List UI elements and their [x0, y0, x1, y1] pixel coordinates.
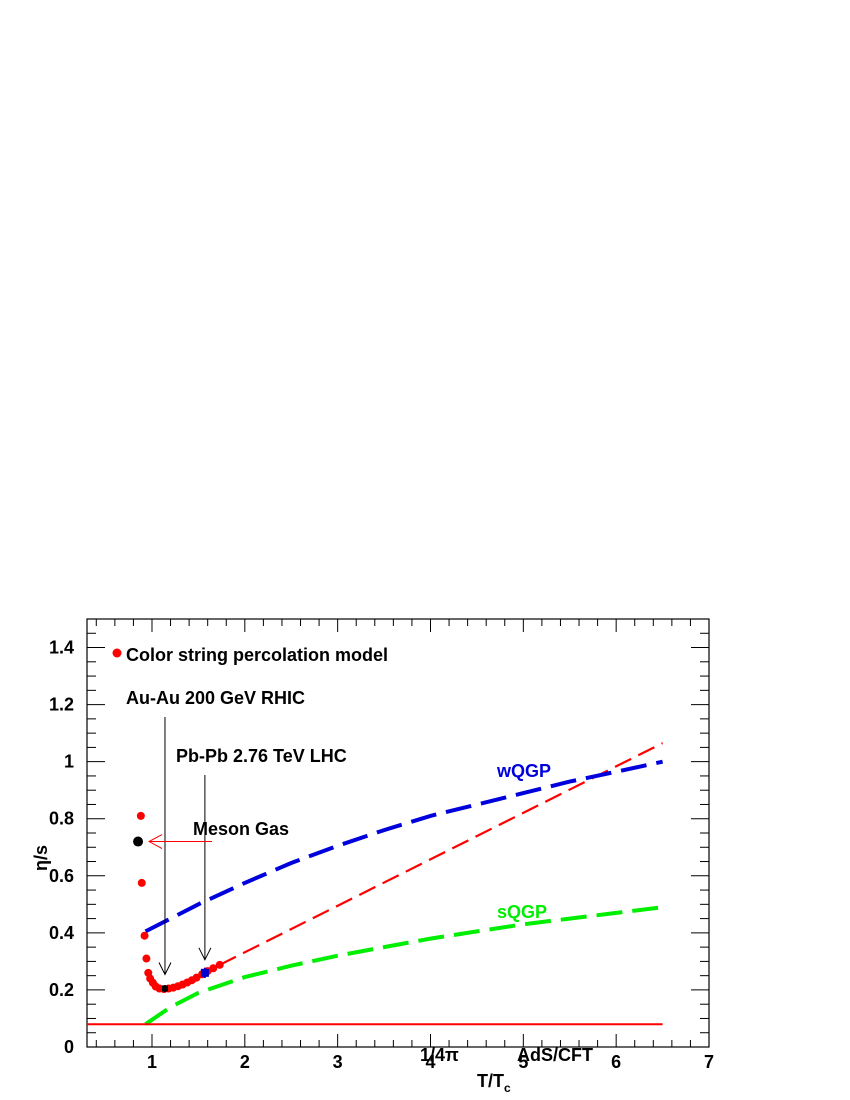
legend-marker: [112, 648, 122, 658]
percolation-point: [137, 878, 146, 887]
percolation-point: [209, 964, 218, 973]
y-tick-label: 0: [64, 1037, 74, 1057]
y-tick-label: 1.2: [49, 695, 74, 715]
rhic-annotation: Au-Au 200 GeV RHIC: [126, 688, 305, 708]
x-tick-label: 6: [611, 1052, 621, 1072]
percolation-point: [136, 811, 145, 820]
meson-arrowhead: [148, 834, 163, 850]
lhc-arrowhead: [198, 947, 212, 961]
y-tick-label: 1.4: [49, 638, 74, 658]
y-tick-label: 0.8: [49, 809, 74, 829]
y-tick-label: 0.2: [49, 980, 74, 1000]
wqgp-curve: [144, 759, 664, 934]
x-tick-label: 4: [425, 1052, 435, 1072]
quarter-pi-label: 1/4π: [420, 1045, 459, 1065]
lhc-annotation: Pb-Pb 2.76 TeV LHC: [176, 746, 347, 766]
lhc-point: [200, 968, 209, 977]
legend-label: Color string percolation model: [126, 645, 388, 665]
sqgp-curve: [144, 905, 663, 1026]
rhic-point: [161, 985, 168, 992]
sqgp-label: sQGP: [497, 902, 547, 922]
rhic-arrowhead: [158, 962, 172, 976]
adscft-label: AdS/CFT: [517, 1045, 593, 1065]
x-tick-label: 2: [240, 1052, 250, 1072]
y-tick-label: 0.6: [49, 866, 74, 886]
percolation-point: [140, 931, 149, 940]
percolation-point: [215, 960, 224, 969]
wqgp-label: wQGP: [496, 761, 551, 781]
x-axis-label-main: T/T: [477, 1071, 504, 1091]
meson-gas-point: [133, 836, 144, 847]
x-tick-label: 1: [147, 1052, 157, 1072]
x-tick-label: 5: [518, 1052, 528, 1072]
y-tick-label: 0.4: [49, 923, 74, 943]
x-axis-label-subscript: c: [504, 1081, 511, 1095]
y-tick-label: 1: [64, 752, 74, 772]
meson-gas-annotation: Meson Gas: [193, 819, 289, 839]
x-axis-label: T/Tc: [477, 1071, 511, 1095]
x-tick-label: 3: [333, 1052, 343, 1072]
percolation-point: [142, 954, 151, 963]
percolation-extrapolation: [219, 742, 664, 966]
y-axis-label: η/s: [31, 845, 51, 871]
x-tick-label: 7: [704, 1052, 714, 1072]
